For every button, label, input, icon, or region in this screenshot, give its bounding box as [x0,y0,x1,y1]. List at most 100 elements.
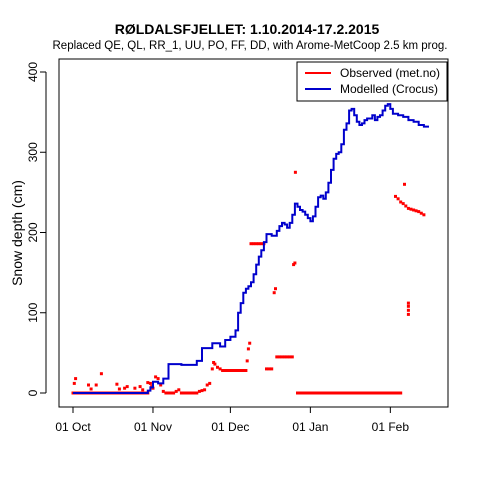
observed-point [394,391,397,395]
modelled-line [73,103,429,394]
observed-point [99,372,103,376]
observed-point [360,391,364,395]
observed-point [383,391,387,395]
observed-point [314,391,317,395]
observed-point [285,355,289,359]
observed-point [409,207,413,211]
observed-point [270,367,274,371]
observed-point [296,391,299,395]
observed-point [259,242,263,246]
observed-point [154,375,158,379]
observed-point [177,388,181,392]
observed-point [172,391,176,395]
observed-point [293,170,297,174]
observed-point [388,391,392,395]
observed-point [370,391,374,395]
observed-point [185,391,188,395]
observed-point [245,359,249,363]
observed-point [280,355,284,359]
observed-point [396,197,400,201]
observed-point [267,367,271,371]
observed-point [375,391,379,395]
y-tick-label: 0 [26,389,40,396]
observed-point [210,367,214,371]
observed-point [205,383,209,387]
observed-point [403,182,406,186]
observed-point [161,389,165,393]
observed-point [274,287,277,291]
y-axis: 0 100 200 300 400 [26,62,47,396]
observed-point [306,391,310,395]
observed-point [221,369,225,372]
observed-point [89,387,93,391]
y-tick-label: 300 [26,142,40,162]
observed-point [123,386,127,390]
observed-point [355,391,359,395]
observed-point [352,391,356,395]
legend: Observed (met.no) Modelled (Crocus) [296,61,448,102]
observed-point [334,391,338,395]
x-tick-label: 01 Feb [372,420,410,434]
observed-point [275,355,279,359]
observed-point [301,391,305,395]
observed-point [332,391,336,395]
observed-point [412,208,416,212]
observed-point [419,211,423,215]
observed-point [174,389,178,393]
observed-point [386,391,390,395]
observed-point [133,386,137,390]
observed-point [350,391,354,395]
observed-point [373,391,377,395]
observed-point [404,204,408,208]
observed-point [213,362,217,366]
observed-point [146,381,150,385]
plot-area [58,58,449,408]
observed-point [74,377,78,381]
observed-point [283,355,287,359]
observed-point [94,383,98,387]
observed-point [339,391,343,395]
observed-point [417,210,421,214]
observed-point [378,391,382,395]
observed-point [159,383,163,387]
modelled-series [73,103,429,394]
observed-point [244,369,248,372]
observed-point [324,391,328,395]
observed-point [316,391,320,395]
observed-point [192,391,196,395]
observed-point [249,242,253,246]
observed-point [326,391,330,395]
observed-point [212,361,216,364]
legend-observed-label: Observed (met.no) [340,66,440,80]
legend-box [296,61,448,102]
observed-point [298,391,302,395]
observed-point [406,301,410,305]
x-tick-label: 01 Oct [55,420,91,434]
y-tick-label: 400 [26,62,40,82]
y-tick-label: 100 [26,302,40,322]
observed-point [218,367,222,371]
observed-point [254,242,258,246]
observed-point [357,391,361,395]
observed-point [169,391,173,395]
observed-point [303,391,307,395]
observed-point [406,312,410,316]
x-tick-label: 01 Jan [292,420,328,434]
observed-point [179,391,183,395]
observed-point [72,381,76,385]
observed-point [329,391,333,395]
observed-point [187,391,191,395]
observed-point [125,385,129,389]
observed-point [164,391,168,395]
observed-point [197,389,201,393]
observed-point [363,391,366,395]
observed-point [394,194,397,198]
x-tick-label: 01 Nov [134,420,172,434]
observed-point [138,385,142,389]
observed-point [216,365,219,369]
observed-point [148,381,152,385]
observed-point [277,355,281,359]
observed-point [292,263,296,267]
observed-point [265,367,268,371]
